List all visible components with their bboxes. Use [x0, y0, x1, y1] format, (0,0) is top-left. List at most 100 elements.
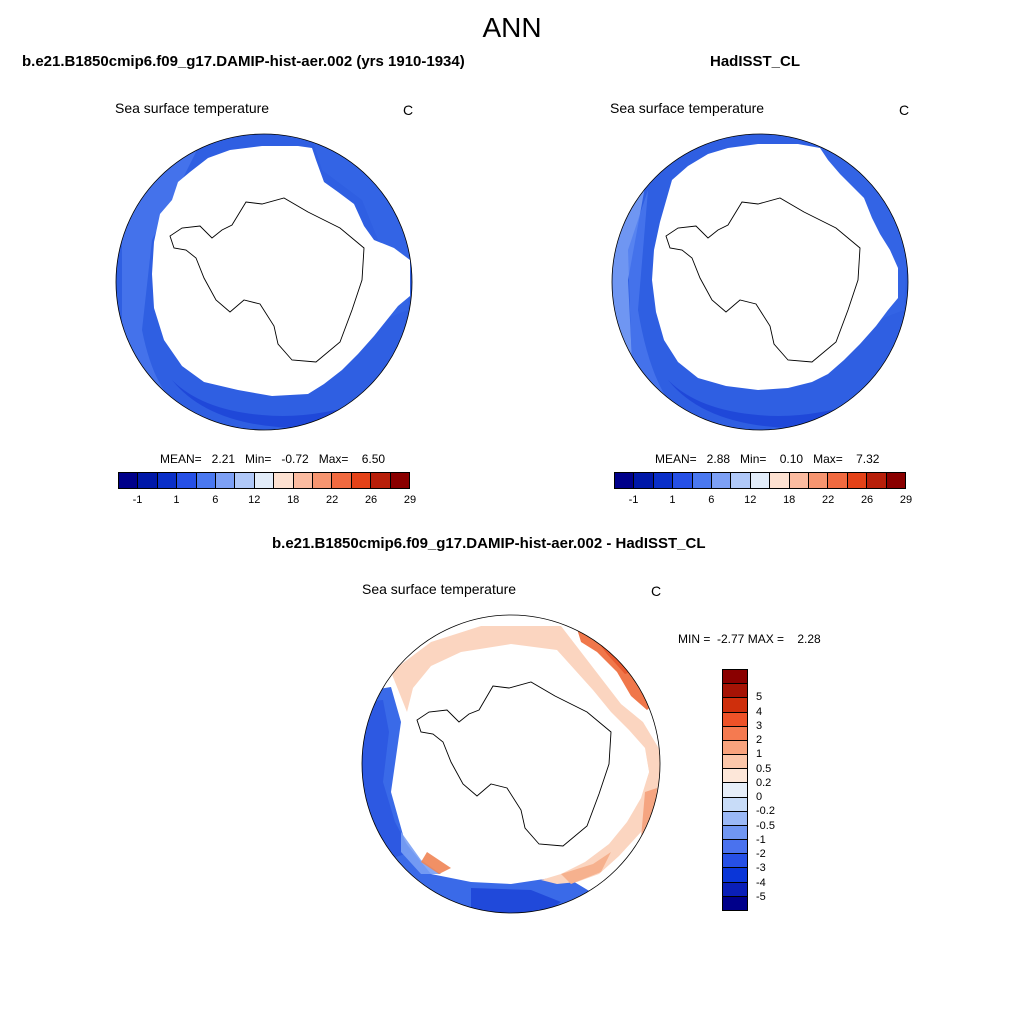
colorbar-swatch [138, 473, 158, 488]
colorbar-swatch [235, 473, 255, 488]
diff-stats: MIN = -2.77 MAX = 2.28 [678, 632, 821, 646]
colorbar-swatch [712, 473, 732, 488]
colorbar-tick-label: 22 [822, 494, 835, 506]
colorbar-swatch [750, 473, 771, 488]
figure-title: ANN [482, 12, 542, 43]
colorbar-swatch [157, 473, 178, 488]
colorbar-tick-label: 2 [756, 734, 763, 747]
colorbar-swatch [351, 473, 372, 488]
colorbar-swatch [723, 782, 747, 797]
colorbar-swatch [119, 473, 139, 488]
colorbar-tick-label: -3 [756, 862, 766, 875]
left-stats: MEAN= 2.21 Min= -0.72 Max= 6.50 [160, 452, 386, 466]
diff-map-boundary [361, 614, 661, 914]
right-antarctica-coastline [665, 197, 861, 363]
colorbar-swatch [653, 473, 674, 488]
colorbar-swatch [809, 473, 829, 488]
colorbar-tick-label: 1 [173, 494, 180, 506]
colorbar-swatch [723, 796, 747, 811]
colorbar-swatch [177, 473, 197, 488]
colorbar-tick-label: 5 [756, 691, 763, 704]
colorbar-tick-label: -0.5 [756, 819, 775, 832]
colorbar-swatch [723, 810, 747, 825]
left-variable-label: Sea surface temperature [115, 100, 270, 116]
right-colorbar [614, 472, 906, 489]
colorbar-swatch [216, 473, 236, 488]
colorbar-tick-label: 1 [756, 748, 763, 761]
diff-map [361, 614, 661, 914]
colorbar-swatch [731, 473, 751, 488]
diff-antarctica-coastline [416, 681, 612, 847]
colorbar-swatch [828, 473, 848, 488]
colorbar-tick-label: -0.2 [756, 805, 775, 818]
diff-panel-title: b.e21.B1850cmip6.f09_g17.DAMIP-hist-aer.… [272, 535, 706, 552]
colorbar-swatch [371, 473, 391, 488]
colorbar-swatch [723, 824, 747, 840]
colorbar-swatch [332, 473, 352, 488]
colorbar-tick-label: 18 [783, 494, 796, 506]
left-panel-title: b.e21.B1850cmip6.f09_g17.DAMIP-hist-aer.… [22, 53, 465, 70]
diff-colorbar [722, 669, 748, 911]
colorbar-tick-label: 0.5 [756, 762, 772, 775]
left-antarctica-coastline [169, 197, 365, 363]
colorbar-tick-label: -5 [756, 890, 766, 903]
colorbar-swatch [847, 473, 868, 488]
colorbar-swatch [634, 473, 654, 488]
colorbar-tick-label: 1 [669, 494, 676, 506]
colorbar-tick-label: -1 [628, 494, 639, 506]
colorbar-swatch [770, 473, 790, 488]
diff-variable-label: Sea surface temperature [362, 581, 517, 597]
colorbar-tick-label: 29 [899, 494, 913, 506]
colorbar-swatch [723, 895, 747, 910]
colorbar-tick-label: 6 [212, 494, 219, 506]
colorbar-tick-label: -4 [756, 876, 766, 889]
diff-units-label: C [651, 583, 662, 599]
colorbar-tick-label: -2 [756, 848, 766, 861]
colorbar-tick-label: 3 [756, 719, 763, 732]
colorbar-swatch [867, 473, 887, 488]
colorbar-tick-label: 29 [403, 494, 417, 506]
colorbar-tick-label: -1 [756, 833, 766, 846]
right-variable-label: Sea surface temperature [610, 100, 765, 116]
colorbar-swatch [723, 670, 747, 684]
colorbar-swatch [673, 473, 693, 488]
colorbar-swatch [723, 768, 747, 783]
right-stats: MEAN= 2.88 Min= 0.10 Max= 7.32 [655, 452, 880, 466]
colorbar-tick-label: 0.2 [756, 776, 772, 789]
colorbar-swatch [313, 473, 333, 488]
colorbar-swatch [886, 473, 906, 488]
colorbar-tick-label: -1 [132, 494, 143, 506]
colorbar-swatch [254, 473, 275, 488]
right-map [611, 133, 909, 431]
colorbar-tick-label: 26 [364, 494, 378, 506]
left-colorbar [118, 472, 410, 489]
left-units-label: C [403, 102, 414, 118]
colorbar-swatch [723, 839, 747, 854]
left-map-boundary [115, 133, 413, 431]
left-colorbar-ticks: -1 1 6 12 18 22 26 29 [118, 494, 417, 508]
colorbar-swatch [723, 683, 747, 698]
colorbar-swatch [274, 473, 294, 488]
colorbar-swatch [723, 697, 747, 712]
diff-colorbar-ticks: -5 -4 -3 -2 -1 -0.5 -0.2 0 0.2 0.5 1 2 3 4 5 [752, 669, 802, 911]
colorbar-tick-label: 4 [756, 705, 763, 718]
colorbar-tick-label: 12 [248, 494, 261, 506]
colorbar-tick-label: 22 [326, 494, 339, 506]
right-panel-title: HadISST_CL [710, 53, 801, 70]
colorbar-swatch [723, 867, 747, 882]
colorbar-tick-label: 0 [756, 791, 763, 804]
colorbar-swatch [615, 473, 635, 488]
colorbar-swatch [789, 473, 810, 488]
colorbar-swatch [723, 739, 747, 755]
colorbar-swatch [293, 473, 314, 488]
colorbar-swatch [390, 473, 410, 488]
right-map-boundary [611, 133, 909, 431]
right-colorbar-ticks: -1 1 6 12 18 22 26 29 [614, 494, 913, 508]
colorbar-swatch [723, 711, 747, 726]
colorbar-swatch [723, 853, 747, 868]
right-units-label: C [899, 102, 910, 118]
colorbar-swatch [692, 473, 713, 488]
colorbar-swatch [723, 881, 747, 896]
colorbar-tick-label: 6 [708, 494, 715, 506]
colorbar-swatch [196, 473, 217, 488]
